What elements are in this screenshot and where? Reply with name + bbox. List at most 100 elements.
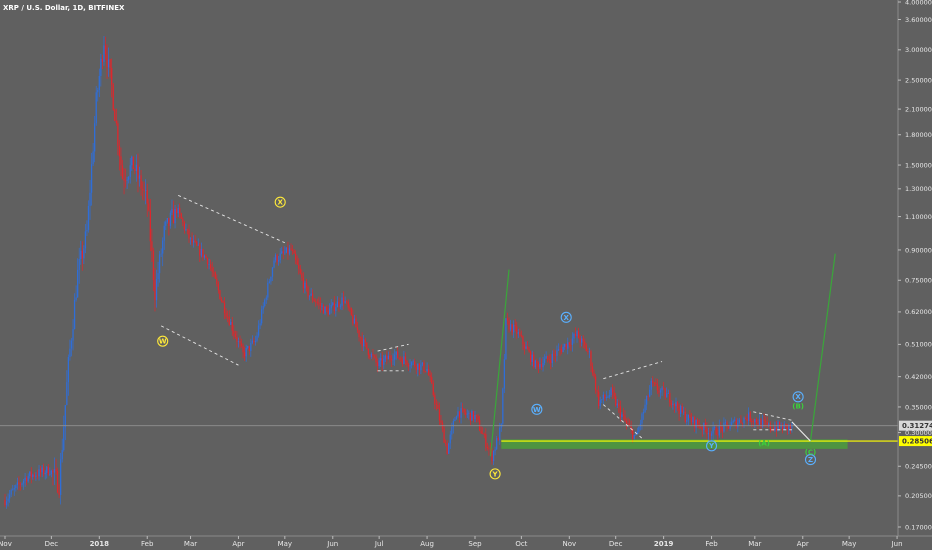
candle-body <box>231 321 233 331</box>
candle-body <box>788 424 790 430</box>
candle-body <box>346 301 348 303</box>
candle-body <box>158 254 161 274</box>
candle-body <box>223 302 226 314</box>
candle-body <box>641 413 643 424</box>
wave-label-circle <box>804 454 817 466</box>
candle-body <box>554 354 557 356</box>
candle-body <box>621 414 623 417</box>
candle-body <box>16 482 19 486</box>
candle-body <box>256 335 258 341</box>
candle-body <box>420 364 422 371</box>
candle-body <box>423 362 425 372</box>
candle-body <box>783 423 785 430</box>
candle-body <box>49 474 51 475</box>
candle-body <box>570 344 572 346</box>
candle-body <box>315 301 317 303</box>
candle-body <box>523 344 526 349</box>
candle-body <box>39 469 42 473</box>
candle-body <box>724 422 727 424</box>
candle-body <box>469 412 472 421</box>
candle-body <box>254 340 257 343</box>
candle-body <box>426 368 428 372</box>
candle-body <box>185 229 187 230</box>
candle-body <box>22 480 25 484</box>
candle-body <box>397 351 399 359</box>
candle-body <box>525 346 527 349</box>
candle-body <box>616 403 618 406</box>
candle-body <box>52 470 54 473</box>
candle-body <box>732 420 734 423</box>
candle-body <box>282 251 284 253</box>
candle-body <box>18 482 20 485</box>
candle-body <box>638 426 640 432</box>
candle-body <box>409 365 411 367</box>
pattern-dashed-line <box>177 194 286 244</box>
candle-body <box>183 222 185 230</box>
candle-body <box>338 301 340 307</box>
candle-body <box>329 308 331 315</box>
candle-body <box>211 268 213 272</box>
candle-body <box>513 324 515 333</box>
candle-body <box>768 423 770 425</box>
candle-body <box>542 362 544 368</box>
candle-body <box>591 366 594 373</box>
candle-body <box>390 358 393 361</box>
candle-body <box>151 241 153 251</box>
projection-line <box>791 421 811 442</box>
candle-body <box>644 404 646 412</box>
candle-body <box>709 433 711 436</box>
candle-body <box>689 414 691 418</box>
annotation-lines <box>0 194 898 457</box>
candle-body <box>264 299 266 307</box>
candle-body <box>240 343 243 346</box>
candle-body <box>145 190 147 191</box>
projection-line <box>809 253 836 442</box>
candle-body <box>534 360 536 368</box>
y-tick-label: 0.30000 <box>905 429 932 437</box>
candle-body <box>457 411 459 417</box>
candle-body <box>165 221 167 226</box>
candle-body <box>172 208 175 224</box>
candle-body <box>543 358 546 363</box>
y-tick-label: 1.30000 <box>905 185 932 193</box>
candle-body <box>225 313 227 317</box>
candle-body <box>296 260 298 265</box>
x-tick-label: Mar <box>184 540 197 548</box>
candle-body <box>7 498 9 502</box>
wave-label-circle <box>157 335 169 347</box>
candle-body <box>693 417 696 428</box>
candle-body <box>35 475 37 477</box>
x-tick-label: 2018 <box>90 540 110 548</box>
candle-body <box>707 433 710 435</box>
candle-body <box>29 471 31 477</box>
candle-body <box>372 353 374 356</box>
candle-body <box>471 410 473 421</box>
candle-body <box>313 299 315 302</box>
candle-body <box>202 248 204 258</box>
candle-body <box>690 417 693 423</box>
candle-body <box>618 403 620 407</box>
candle-body <box>562 346 564 353</box>
candle-body <box>228 316 230 325</box>
candle-body <box>92 151 94 165</box>
candle-body <box>451 427 453 435</box>
candle-body <box>117 123 119 146</box>
candle-body <box>431 377 433 384</box>
candle-body <box>601 399 603 401</box>
candle-body <box>129 165 131 178</box>
candle-body <box>656 384 659 391</box>
candle-body <box>168 218 170 226</box>
y-tick-label: 2.50000 <box>905 76 932 84</box>
candle-body <box>466 413 468 415</box>
candle-body <box>84 231 87 249</box>
candle-body <box>427 368 430 375</box>
candle-body <box>661 387 663 391</box>
candle-body <box>236 336 238 342</box>
x-tick-label: Jun <box>891 540 903 548</box>
x-tick-label: Sep <box>468 540 482 548</box>
candle-body <box>109 59 111 69</box>
candle-body <box>492 451 495 462</box>
